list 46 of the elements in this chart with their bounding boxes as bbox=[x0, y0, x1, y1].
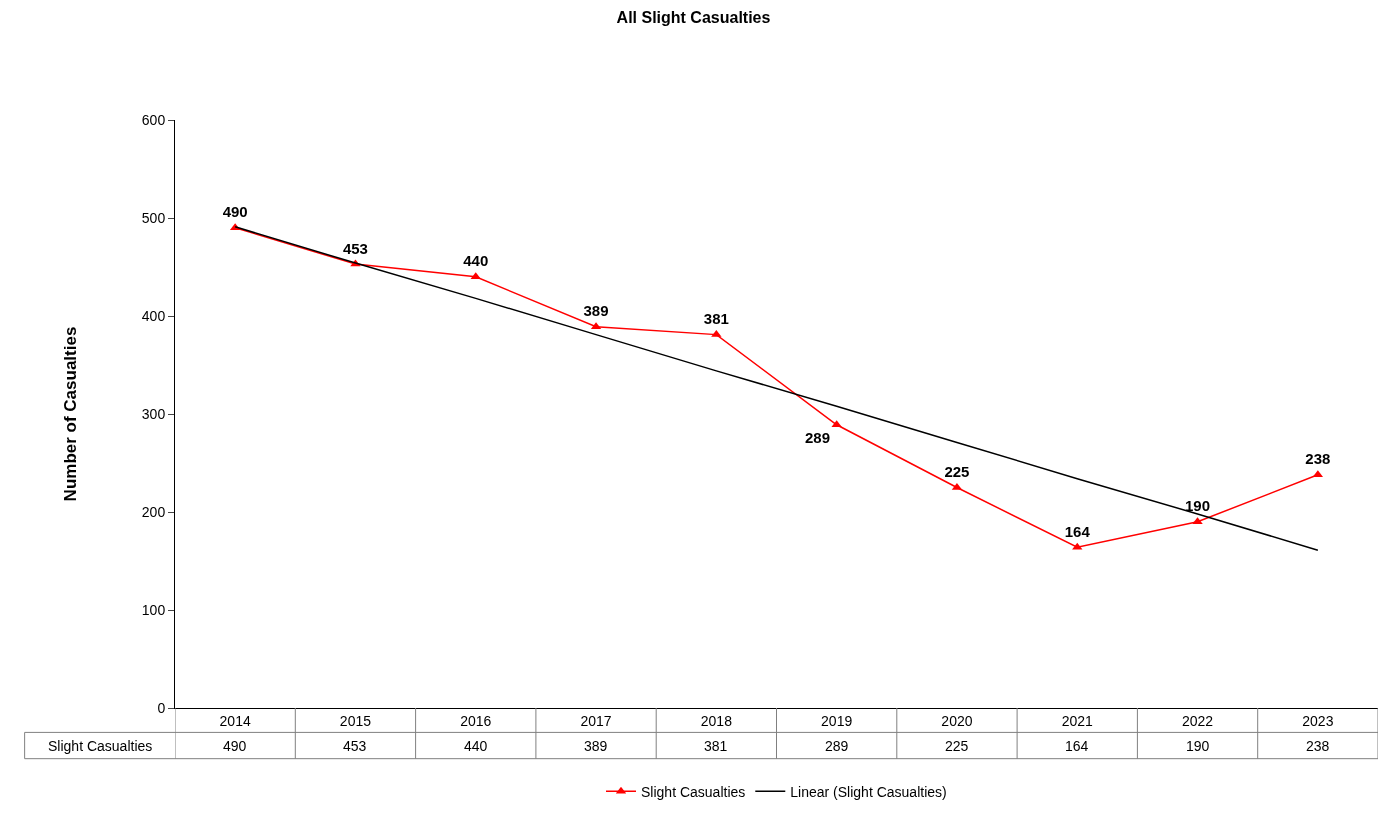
y-tick-label: 500 bbox=[141, 209, 166, 226]
text: Slight Casualties bbox=[48, 738, 153, 754]
y-tick-label: 200 bbox=[141, 503, 166, 520]
x-tick-label: 2020 bbox=[941, 712, 973, 729]
legend-label: Linear (Slight Casualties) bbox=[790, 783, 947, 800]
data-label: 440 bbox=[463, 252, 489, 270]
data-label: 289 bbox=[804, 428, 831, 446]
text: 164 bbox=[1065, 738, 1089, 754]
data-label: 225 bbox=[944, 463, 970, 481]
point bbox=[831, 420, 842, 428]
x-tick-label: 2022 bbox=[1181, 712, 1214, 729]
data-label: 453 bbox=[342, 239, 368, 257]
x-tick-label: 2018 bbox=[700, 712, 733, 729]
data-label: 238 bbox=[1305, 450, 1331, 468]
x-tick-label: 2021 bbox=[1061, 712, 1094, 729]
data-label: 381 bbox=[703, 310, 729, 328]
text: 389 bbox=[584, 738, 608, 754]
text: 190 bbox=[1186, 738, 1210, 754]
x-tick-label: 2014 bbox=[219, 712, 251, 729]
data-label: 389 bbox=[583, 302, 609, 320]
y-axis-title: Number of Casualties bbox=[61, 326, 81, 502]
y-tick-label: 400 bbox=[141, 307, 166, 324]
legend-label: Slight Casualties bbox=[641, 783, 746, 800]
data-label: 490 bbox=[222, 203, 248, 221]
x-tick-label: 2016 bbox=[460, 712, 492, 729]
x-tick-label: 2015 bbox=[339, 712, 372, 729]
text: 225 bbox=[945, 738, 969, 754]
y-tick-label: 100 bbox=[141, 601, 166, 618]
x-tick-label: 2017 bbox=[580, 712, 612, 729]
text: 238 bbox=[1306, 738, 1330, 754]
x-tick-label: 2023 bbox=[1302, 712, 1334, 729]
text: 381 bbox=[704, 738, 728, 754]
chart-title: All Slight Casualties bbox=[616, 9, 771, 27]
text: 289 bbox=[825, 738, 849, 754]
point bbox=[470, 272, 481, 280]
point bbox=[1072, 542, 1083, 550]
data-label: 190 bbox=[1185, 497, 1211, 515]
text: 453 bbox=[343, 738, 367, 754]
data-label: 164 bbox=[1064, 522, 1091, 540]
text: 440 bbox=[464, 738, 488, 754]
y-tick-label: 600 bbox=[141, 111, 166, 128]
point bbox=[1192, 517, 1203, 525]
y-tick-label: 300 bbox=[141, 405, 166, 422]
text: 490 bbox=[223, 738, 247, 754]
x-tick-label: 2019 bbox=[821, 712, 853, 729]
y-tick-label: 0 bbox=[157, 699, 166, 716]
